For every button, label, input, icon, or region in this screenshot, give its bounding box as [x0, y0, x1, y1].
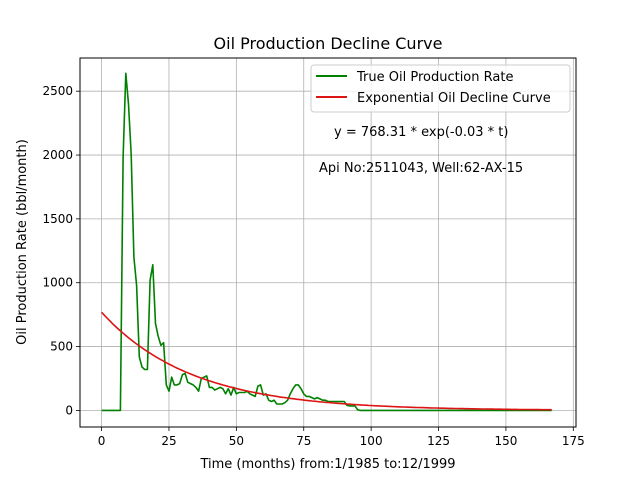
x-tick-label: 0 [98, 434, 106, 448]
x-tick-label: 25 [161, 434, 176, 448]
plot-area [101, 72, 552, 412]
x-axis-label: Time (months) from:1/1985 to:12/1999 [199, 457, 455, 472]
axes-frame [79, 57, 577, 428]
y-tick-label: 1500 [42, 212, 73, 226]
x-tick-label: 125 [427, 434, 450, 448]
y-axis-label: Oil Production Rate (bbl/month) [15, 139, 30, 345]
y-tick-label: 2000 [42, 148, 73, 162]
x-axis: 0 25 50 75 100 125 150 175 [98, 427, 585, 448]
legend-label-true-rate: True Oil Production Rate [356, 70, 513, 85]
legend-box [310, 64, 571, 113]
x-tick-label: 75 [296, 434, 311, 448]
y-tick-label: 0 [65, 403, 73, 417]
equation-annotation: y = 768.31 * exp(-0.03 * t) [334, 125, 508, 140]
legend: True Oil Production Rate Exponential Oil… [310, 64, 571, 113]
series-line-exponential-decline-curve [101, 311, 552, 411]
y-axis: 0 500 1000 1500 2000 2500 [42, 84, 80, 417]
well-annotation: Api No:2511043, Well:62-AX-15 [319, 161, 523, 176]
y-tick-label: 1000 [42, 276, 73, 290]
x-tick-label: 100 [360, 434, 383, 448]
x-tick-label: 175 [562, 434, 585, 448]
x-tick-label: 150 [494, 434, 517, 448]
legend-label-decline-curve: Exponential Oil Decline Curve [357, 91, 551, 106]
chart-title: Oil Production Decline Curve [214, 34, 443, 53]
y-tick-label: 2500 [42, 84, 73, 98]
x-tick-label: 50 [229, 434, 244, 448]
y-tick-label: 500 [50, 340, 73, 354]
